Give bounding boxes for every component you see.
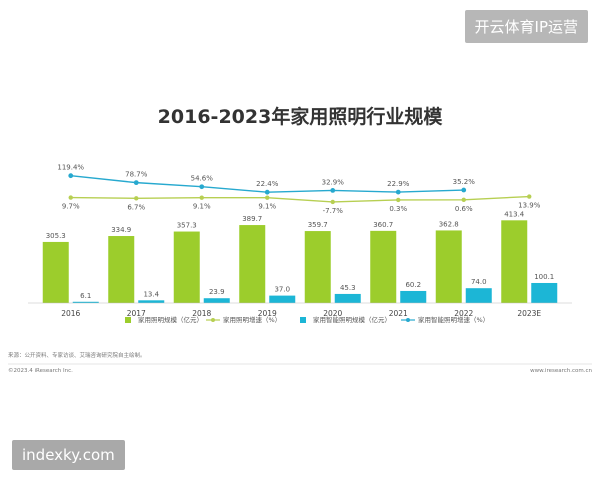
point-lighting-growth-2017: [134, 196, 139, 201]
data-label-lighting-2021: 360.7: [373, 221, 393, 229]
point-lighting-growth-2021: [396, 197, 401, 203]
bar-lighting-2021: [370, 230, 397, 303]
bar-smart-2022: [465, 288, 492, 303]
label-smart-growth-2023E: 35.2%: [453, 178, 476, 186]
point-lighting-growth-2019: [265, 195, 270, 200]
chart-svg: 2016-2023年家用照明行业规模 305.3 6.1 334.9 13.4 357.…: [8, 105, 592, 374]
bar-smart-2023E: [531, 282, 558, 303]
label-lighting-growth-2023E: 13.9%: [518, 202, 541, 210]
data-label-lighting-2018: 357.3: [177, 222, 197, 230]
label-lighting-growth-2021: 0.3%: [389, 205, 407, 213]
chart-slide: 2016-2023年家用照明行业规模 305.3 6.1 334.9 13.4 357.…: [0, 90, 600, 380]
point-smart-growth-2019: [199, 184, 205, 190]
bar-lighting-2016: [42, 241, 69, 303]
data-label-smart-2017: 13.4: [143, 290, 159, 298]
x-tick-2016: 2016: [61, 309, 80, 318]
x-tick-2023E: 2023E: [517, 309, 541, 318]
label-smart-growth-2022: 22.9%: [387, 180, 410, 188]
legend-marker-1: [211, 318, 215, 322]
label-smart-growth-2020: 22.4%: [256, 180, 279, 188]
legend-label-3: 家用智能照明增速（%）: [418, 315, 489, 324]
legend: 家用照明规模（亿元） 家用照明增速（%） 家用智能照明规模（亿元） 家用智能照明增速（…: [125, 315, 489, 324]
bar-lighting-2022: [435, 230, 462, 303]
data-label-lighting-2022: 362.8: [439, 220, 459, 228]
bar-lighting-2023E: [501, 220, 528, 303]
legend-label-2: 家用智能照明规模（亿元）: [313, 315, 391, 324]
legend-label-0: 家用照明规模（亿元）: [138, 315, 203, 324]
point-lighting-growth-2018: [199, 195, 204, 200]
data-label-lighting-2019: 389.7: [242, 215, 262, 223]
point-smart-growth-2017: [68, 173, 74, 179]
x-tick-2017: 2017: [127, 309, 146, 318]
line-layer: 9.7% 6.7% 9.1% 9.1% -7.7% 0.3% 0.6% 13.9% 119.4%…: [57, 164, 540, 215]
data-label-smart-2018: 23.9: [209, 288, 225, 296]
label-lighting-growth-2018: 9.1%: [193, 203, 211, 211]
point-lighting-growth-2022: [461, 197, 466, 203]
legend-swatch-2: [300, 317, 306, 323]
data-label-smart-2020: 45.3: [340, 284, 356, 292]
data-label-smart-2022: 74.0: [471, 278, 487, 286]
data-label-lighting-2020: 359.7: [308, 221, 328, 229]
label-smart-growth-2019: 54.6%: [191, 175, 214, 183]
bar-smart-2017: [138, 300, 165, 303]
data-label-lighting-2017: 334.9: [111, 226, 131, 234]
label-smart-growth-2017: 119.4%: [57, 164, 84, 172]
point-lighting-growth-2020: [330, 199, 335, 205]
bar-lighting-2018: [173, 231, 200, 303]
bar-layer: 305.3 6.1 334.9 13.4 357.3 23.9 389.7 37.0 359.7…: [42, 210, 558, 303]
website: www.iresearch.com.cn: [530, 368, 592, 374]
bar-smart-2019: [269, 295, 296, 303]
data-label-smart-2019: 37.0: [274, 286, 290, 294]
point-lighting-growth-2016: [68, 195, 73, 200]
point-smart-growth-2020: [264, 189, 270, 195]
x-tick-2021: 2021: [389, 309, 408, 318]
bar-lighting-2019: [239, 225, 266, 303]
data-label-smart-2016: 6.1: [80, 292, 91, 300]
label-lighting-growth-2020: -7.7%: [323, 207, 344, 215]
bar-lighting-2017: [108, 236, 135, 303]
x-tick-2022: 2022: [454, 309, 473, 318]
data-label-lighting-2023E: 413.4: [504, 210, 525, 218]
bar-smart-2021: [400, 290, 427, 303]
legend-label-1: 家用照明增速（%）: [223, 315, 281, 324]
point-smart-growth-2021: [330, 188, 336, 193]
top-right-watermark: 开云体育IP运营: [464, 10, 588, 43]
point-lighting-growth-2023E: [527, 194, 532, 199]
bottom-left-watermark: indexky.com: [12, 440, 125, 470]
source-note: 来源：公开资料、专家访谈、艾瑞咨询研究院自主绘制。: [8, 351, 146, 359]
data-label-lighting-2016: 305.3: [46, 232, 66, 240]
bar-lighting-2020: [304, 231, 331, 303]
copyright: ©2023.4 iResearch Inc.: [8, 367, 73, 374]
bar-smart-2018: [203, 298, 230, 303]
x-axis: 2016 2017 2018 2019 2020 2021 2022 2023E: [28, 302, 572, 318]
point-smart-growth-2023E: [461, 187, 467, 193]
label-lighting-growth-2016: 9.7%: [62, 203, 80, 211]
chart-title: 2016-2023年家用照明行业规模: [158, 105, 444, 128]
data-label-smart-2021: 60.2: [405, 281, 421, 289]
bar-smart-2020: [334, 293, 361, 303]
legend-marker-3: [406, 318, 410, 322]
bar-smart-2016: [72, 301, 99, 303]
x-tick-2019: 2019: [258, 309, 277, 318]
line-lighting-growth: [70, 195, 530, 203]
x-tick-2018: 2018: [192, 309, 211, 318]
legend-swatch-0: [125, 317, 131, 323]
label-lighting-growth-2019: 9.1%: [258, 203, 276, 211]
point-smart-growth-2018: [133, 180, 139, 186]
label-smart-growth-2018: 78.7%: [125, 171, 148, 179]
label-lighting-growth-2017: 6.7%: [127, 203, 145, 211]
x-tick-2020: 2020: [323, 309, 342, 318]
point-smart-growth-2022: [395, 189, 401, 195]
label-lighting-growth-2022: 0.6%: [455, 205, 473, 213]
label-smart-growth-2021: 32.9%: [322, 178, 345, 186]
data-label-smart-2023E: 100.1: [534, 273, 554, 281]
